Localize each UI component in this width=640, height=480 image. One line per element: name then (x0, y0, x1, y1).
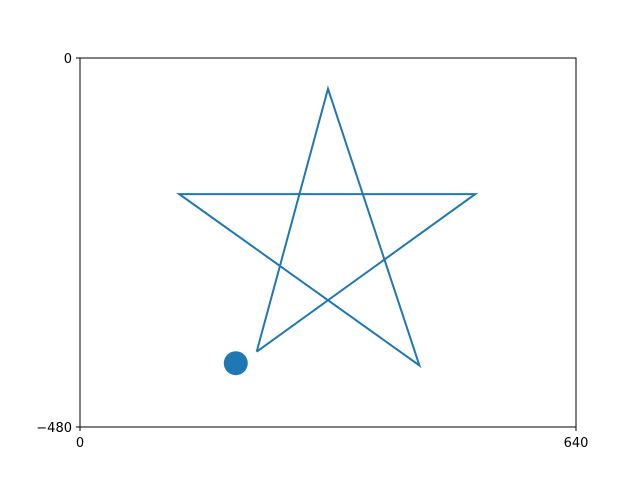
series-line-0 (176, 85, 479, 369)
x-tick-label-0: 0 (76, 436, 84, 451)
plot-area (176, 85, 479, 376)
axes-frame (79, 57, 577, 428)
y-tick-label-0: 0 (64, 52, 72, 67)
ticks: 0 640 0 −480 (36, 52, 588, 451)
y-tick-label-1: −480 (36, 421, 72, 436)
x-tick-label-1: 640 (564, 436, 589, 451)
marker-dot (223, 351, 248, 376)
